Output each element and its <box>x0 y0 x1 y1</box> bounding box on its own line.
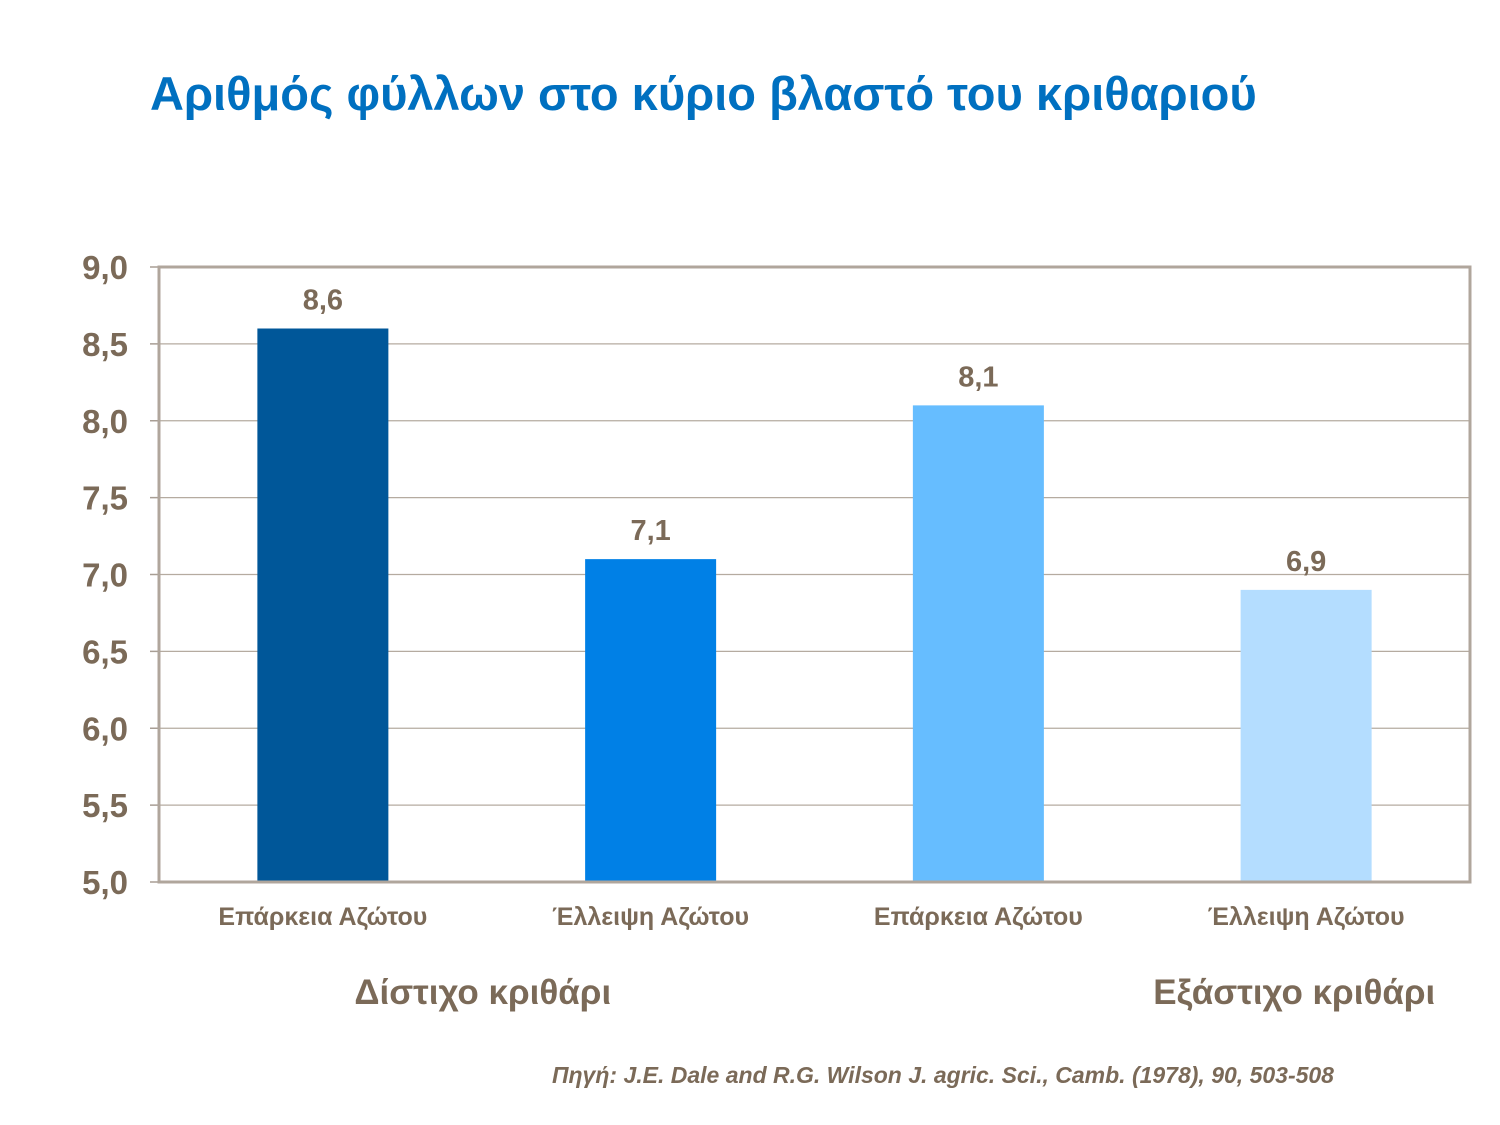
y-tick-label: 5,5 <box>82 787 128 824</box>
x-category-label: Έλλειψη Αζώτου <box>552 903 749 931</box>
x-category-label: Έλλειψη Αζώτου <box>1208 903 1405 931</box>
x-category-label: Επάρκεια Αζώτου <box>218 903 427 931</box>
y-tick-label: 5,0 <box>82 864 128 901</box>
y-tick-label: 6,5 <box>82 633 128 670</box>
plot-area-border <box>157 265 1472 884</box>
group-label: Εξάστιχο κριθάρι <box>1153 973 1435 1012</box>
data-label: 8,1 <box>958 361 998 393</box>
chart-title: Αριθμός φύλλων στο κύριο βλαστό του κριθ… <box>150 67 1257 120</box>
y-tick-label: 8,0 <box>82 403 128 440</box>
data-label: 6,9 <box>1286 546 1326 578</box>
y-tick-label: 7,5 <box>82 480 128 517</box>
bar <box>912 405 1044 882</box>
x-category-label: Επάρκεια Αζώτου <box>874 903 1083 931</box>
y-tick-label: 6,0 <box>82 710 128 747</box>
y-tick-label: 9,0 <box>82 249 128 286</box>
y-tick-label: 7,0 <box>82 557 128 594</box>
bar <box>257 328 389 882</box>
bar <box>1240 589 1372 882</box>
y-tick-label: 8,5 <box>82 326 128 363</box>
source-citation: Πηγή: J.E. Dale and R.G. Wilson J. agric… <box>552 1062 1334 1088</box>
data-label: 8,6 <box>303 285 343 317</box>
bar <box>585 559 717 882</box>
data-label: 7,1 <box>630 515 670 547</box>
group-label: Δίστιχο κριθάρι <box>354 973 611 1012</box>
